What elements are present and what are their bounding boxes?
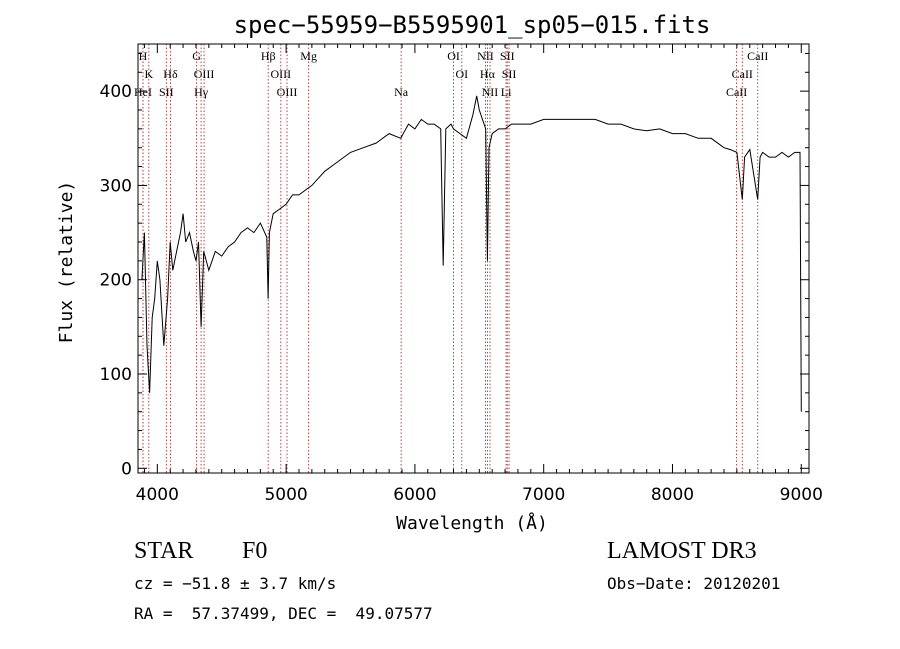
line-marker-label: HeI <box>134 85 152 99</box>
line-marker-label: Hγ <box>194 85 209 99</box>
y-tick-label: 300 <box>100 176 132 196</box>
line-marker-label: SII <box>500 49 515 63</box>
x-tick-label: 6000 <box>393 485 436 505</box>
line-marker-label: Hα <box>480 67 496 81</box>
line-marker-label: Mg <box>300 49 317 63</box>
line-marker-label: SII <box>159 85 174 99</box>
y-tick-label: 100 <box>100 365 132 385</box>
line-marker-label: Li <box>501 85 512 99</box>
line-marker-label: Hβ <box>261 49 276 63</box>
y-axis: 0 100 200 300 400 <box>100 52 809 479</box>
line-marker-label: NII <box>477 49 494 63</box>
line-marker-label: OI <box>447 49 460 63</box>
x-axis: 4000 5000 6000 7000 8000 9000 <box>136 44 823 505</box>
x-tick-label: 9000 <box>780 485 823 505</box>
y-axis-label: Flux (relative) <box>56 181 77 344</box>
line-marker-label: OIII <box>271 67 292 81</box>
y-tick-label: 0 <box>121 459 132 479</box>
plot-frame <box>137 43 810 474</box>
line-marker-label: OIII <box>194 67 215 81</box>
line-marker-label: SII <box>502 67 517 81</box>
line-marker-label: OI <box>455 67 468 81</box>
x-tick-label: 4000 <box>136 485 179 505</box>
x-tick-label: 5000 <box>264 485 307 505</box>
spectrum-series-line <box>141 95 802 412</box>
x-tick-label: 8000 <box>651 485 694 505</box>
line-marker-label: Na <box>394 85 409 99</box>
line-marker-label: K <box>144 67 153 81</box>
object-subclass: F0 <box>242 538 268 564</box>
line-marker-label: CaII <box>732 67 753 81</box>
y-tick-label: 200 <box>100 271 132 291</box>
y-tick-label: 400 <box>100 82 132 102</box>
sky-coordinates: RA = 57.37499, DEC = 49.07577 <box>134 604 433 623</box>
velocity-readout: cz = −51.8 ± 3.7 km/s <box>134 574 337 593</box>
obs-date: Obs−Date: 20120201 <box>607 574 781 593</box>
line-marker-label: OIII <box>277 85 298 99</box>
line-marker-label: CaII <box>726 85 747 99</box>
x-axis-label: Wavelength (Å) <box>396 512 548 534</box>
line-marker-label: CaII <box>747 49 768 63</box>
survey-name: LAMOST DR3 <box>607 538 757 564</box>
object-class: STAR <box>134 538 194 564</box>
line-marker-label: NII <box>482 85 499 99</box>
x-tick-label: 7000 <box>522 485 565 505</box>
chart-title: spec−55959−B5595901_sp05−015.fits <box>234 11 711 39</box>
line-marker-label: G <box>192 49 201 63</box>
line-marker-label: Hδ <box>163 67 178 81</box>
